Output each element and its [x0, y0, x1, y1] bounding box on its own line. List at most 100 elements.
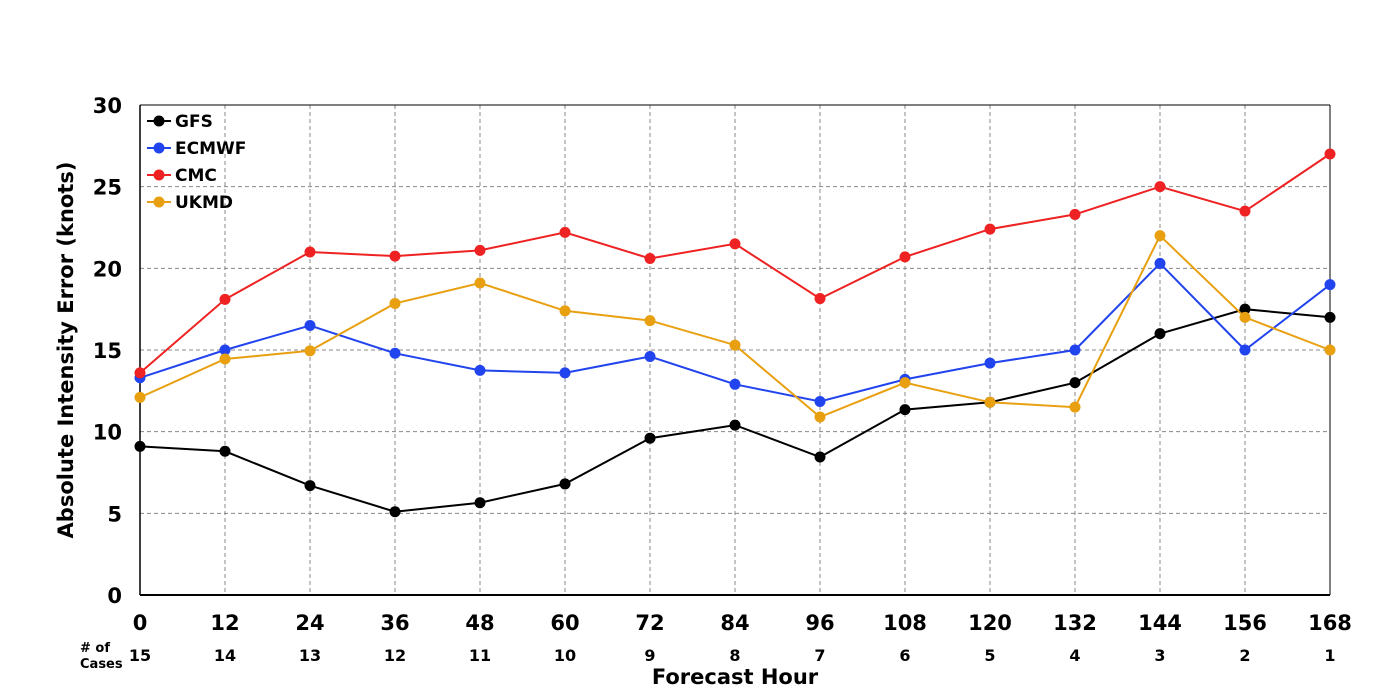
y-tick-label: 15 — [93, 339, 122, 363]
data-point-cmc — [1154, 181, 1166, 193]
data-point-cmc — [219, 293, 231, 305]
cases-header-line2: Cases — [80, 657, 123, 672]
data-point-cmc — [1069, 208, 1081, 220]
y-tick-label: 25 — [93, 176, 122, 200]
x-tick-label: 48 — [465, 611, 494, 635]
case-count-label: 7 — [814, 646, 825, 665]
data-point-gfs — [304, 480, 316, 492]
data-point-ukmd — [559, 305, 571, 317]
data-point-ukmd — [899, 377, 911, 389]
legend-entry-ecmwf: ECMWF — [147, 139, 246, 159]
y-tick-label: 5 — [107, 502, 122, 526]
data-point-gfs — [1069, 377, 1081, 389]
data-point-ukmd — [474, 277, 486, 289]
data-point-gfs — [219, 445, 231, 457]
case-count-label: 10 — [554, 646, 576, 665]
data-point-ukmd — [644, 315, 656, 327]
legend-swatch-marker — [153, 115, 165, 127]
case-count-label: 8 — [729, 646, 740, 665]
data-point-ukmd — [1154, 230, 1166, 242]
y-tick-label: 0 — [107, 584, 122, 608]
data-point-ukmd — [729, 339, 741, 351]
data-point-gfs — [1154, 328, 1166, 340]
data-point-cmc — [899, 251, 911, 263]
case-count-label: 5 — [984, 646, 995, 665]
x-tick-label: 108 — [883, 611, 927, 635]
legend-label: GFS — [175, 112, 213, 132]
data-point-gfs — [814, 451, 826, 463]
data-point-gfs — [899, 404, 911, 416]
legend-entry-cmc: CMC — [147, 166, 217, 186]
case-count-label: 14 — [214, 646, 236, 665]
data-point-cmc — [1324, 148, 1336, 160]
data-point-cmc — [559, 226, 571, 238]
legend-entry-ukmd: UKMD — [147, 193, 233, 213]
data-point-gfs — [1324, 311, 1336, 323]
x-tick-label: 84 — [720, 611, 749, 635]
data-point-cmc — [389, 250, 401, 262]
data-point-gfs — [1239, 303, 1251, 315]
case-count-label: 15 — [129, 646, 151, 665]
cases-header-line1: # of — [80, 641, 110, 656]
data-point-ecmwf — [389, 347, 401, 359]
case-count-label: 6 — [899, 646, 910, 665]
case-count-label: 12 — [384, 646, 406, 665]
data-point-ukmd — [984, 396, 996, 408]
series — [134, 148, 1336, 518]
y-tick-label: 30 — [93, 94, 122, 118]
data-point-ukmd — [1324, 344, 1336, 356]
case-count-row: # of Cases 15 14 13 12 11 10 9 8 7 6 5 4 3 2 1 — [80, 641, 1336, 672]
data-point-ecmwf — [1069, 344, 1081, 356]
case-count-label: 1 — [1324, 646, 1335, 665]
data-point-gfs — [474, 497, 486, 509]
data-point-ecmwf — [644, 351, 656, 363]
legend-swatch-marker — [153, 142, 165, 154]
data-point-ecmwf — [814, 395, 826, 407]
x-tick-label: 12 — [210, 611, 239, 635]
legend: GFS ECMWF CMC UKMD — [147, 112, 246, 213]
series-cmc — [134, 148, 1336, 379]
data-point-cmc — [984, 223, 996, 235]
legend-swatch-marker — [153, 196, 165, 208]
x-tick-label: 144 — [1138, 611, 1182, 635]
y-axis-title: Absolute Intensity Error (knots) — [54, 162, 78, 539]
x-tick-label: 36 — [380, 611, 409, 635]
data-point-ecmwf — [304, 320, 316, 331]
data-point-gfs — [134, 440, 146, 452]
data-point-ecmwf — [474, 364, 486, 376]
case-count-label: 3 — [1154, 646, 1165, 665]
data-point-cmc — [134, 367, 146, 379]
data-point-gfs — [559, 478, 571, 490]
data-point-ukmd — [304, 345, 316, 357]
data-point-ecmwf — [559, 367, 571, 379]
legend-label: CMC — [175, 166, 217, 186]
data-point-ecmwf — [729, 378, 741, 390]
case-count-label: 11 — [469, 646, 491, 665]
data-point-ukmd — [134, 391, 146, 403]
data-point-gfs — [644, 432, 656, 444]
legend-swatch-marker — [153, 169, 165, 181]
x-tick-label: 168 — [1308, 611, 1352, 635]
data-point-cmc — [1239, 205, 1251, 217]
data-point-ukmd — [1239, 311, 1251, 323]
legend-entry-gfs: GFS — [147, 112, 213, 132]
series-ukmd — [134, 230, 1336, 423]
case-count-label: 13 — [299, 646, 321, 665]
legend-label: ECMWF — [175, 139, 246, 159]
case-count-label: 4 — [1069, 646, 1080, 665]
data-point-ecmwf — [1154, 257, 1166, 269]
x-tick-label: 72 — [635, 611, 664, 635]
data-point-ukmd — [814, 411, 826, 423]
legend-label: UKMD — [175, 193, 233, 213]
x-tick-label: 120 — [968, 611, 1012, 635]
data-point-cmc — [814, 293, 826, 305]
data-point-ukmd — [219, 353, 231, 365]
data-point-ecmwf — [1324, 279, 1336, 291]
data-point-ecmwf — [219, 344, 231, 356]
data-point-ecmwf — [984, 357, 996, 369]
y-tick-labels: 0 5 10 15 20 25 30 — [93, 94, 122, 608]
data-point-cmc — [304, 246, 316, 258]
data-point-gfs — [729, 419, 741, 431]
y-tick-label: 10 — [93, 421, 122, 445]
data-point-ecmwf — [1239, 344, 1251, 356]
